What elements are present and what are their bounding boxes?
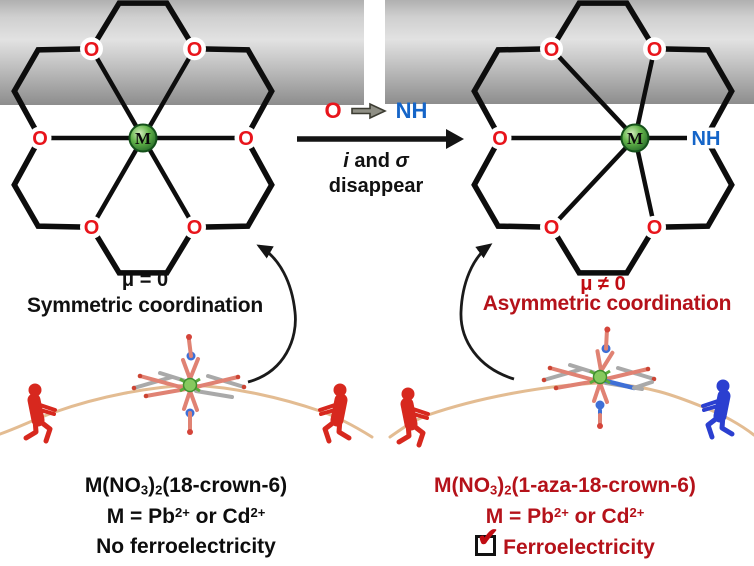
- left-mu-label: μ = 0: [121, 269, 169, 291]
- atom-label: NH: [692, 128, 721, 150]
- callout-arrow-right: [459, 243, 515, 381]
- coordination-bond: [549, 47, 637, 140]
- right-verdict: Ferroelectricity: [503, 536, 655, 560]
- atom-label: O: [647, 217, 663, 239]
- metal-label: M: [135, 129, 151, 148]
- right-verdict-line: ✔ Ferroelectricity: [384, 524, 746, 560]
- metal-atom: [620, 123, 650, 153]
- transition-label: O NH: [298, 98, 454, 124]
- checkmark-icon: ✔: [477, 522, 499, 553]
- right-metals: M = Pb2+ or Cd2+: [485, 504, 645, 528]
- stick-figure-red-stage-right: [396, 387, 430, 448]
- stick-figure-red-right-stage-left: [318, 383, 352, 444]
- atom-halo: [28, 126, 52, 150]
- metal-centre: [592, 369, 608, 385]
- stick-figure-red-left-stage-left: [23, 383, 57, 444]
- atom-label: O: [544, 39, 560, 61]
- atom-halo: [643, 37, 666, 61]
- right-crown-caption: Asymmetric coordination: [482, 292, 732, 315]
- checked-checkbox-icon: ✔: [475, 524, 499, 557]
- atom-halo: [540, 37, 563, 61]
- transition-from-label: O: [324, 98, 342, 123]
- left-result-block: M(NO3)2(18-crown-6) M = Pb2+ or Cd2+ No …: [8, 474, 364, 566]
- left-metals: M = Pb2+ or Cd2+: [106, 504, 266, 528]
- callout-arrow-left: [247, 244, 297, 384]
- molecule-complex-right: [541, 326, 657, 429]
- atom-label: O: [84, 217, 100, 239]
- atom-label: O: [187, 217, 203, 239]
- left-formula: M(NO3)2(18-crown-6): [84, 474, 288, 498]
- transition-to-label: NH: [395, 98, 428, 123]
- atom-label: O: [187, 39, 203, 61]
- rope-right: [388, 381, 754, 439]
- stick-figure-blue-stage-right: [701, 379, 735, 440]
- metal-centre: [182, 377, 198, 393]
- right-mu-label: μ ≠ 0: [580, 273, 626, 295]
- transition-note-line1: i and σ: [343, 150, 409, 172]
- transition-note-line2: disappear: [328, 175, 424, 197]
- atom-halo: [488, 126, 512, 150]
- reaction-arrow: [297, 129, 464, 149]
- crown-1-aza-18-crown-6: NH O O O O O M: [471, 0, 735, 276]
- molecule-complex-left: [131, 334, 247, 435]
- stage-left: [0, 0, 364, 105]
- atom-halo: [234, 126, 258, 150]
- atom-halo: [183, 37, 206, 61]
- atom-label: O: [544, 217, 560, 239]
- left-verdict: No ferroelectricity: [96, 535, 276, 559]
- coordination-bond: [632, 137, 657, 228]
- atom-label: O: [647, 39, 663, 61]
- atom-halo: [80, 215, 103, 239]
- coordination-bond: [89, 47, 145, 140]
- atom-label: O: [238, 128, 254, 150]
- atom-label: O: [84, 39, 100, 61]
- right-formula: M(NO3)2(1-aza-18-crown-6): [434, 474, 696, 498]
- metal-atom: [128, 123, 158, 153]
- crown-18-crown-6: O O O O O O M: [11, 0, 275, 276]
- right-result-block: M(NO3)2(1-aza-18-crown-6) M = Pb2+ or Cd…: [384, 474, 746, 566]
- atom-halo: [183, 215, 206, 239]
- left-crown-caption: Symmetric coordination: [27, 294, 263, 317]
- atom-halo: [643, 215, 666, 239]
- atom-halo: [540, 215, 563, 239]
- coordination-bond: [632, 48, 657, 139]
- coordination-bond: [141, 136, 197, 229]
- metal-label: M: [627, 129, 643, 148]
- atom-label: O: [492, 128, 508, 150]
- coordination-bond: [549, 136, 637, 229]
- atom-label: O: [32, 128, 48, 150]
- coordination-bond: [89, 136, 145, 229]
- coordination-bond: [141, 47, 197, 140]
- atom-halo: [80, 37, 103, 61]
- atom-halo: [687, 127, 725, 149]
- arrow-right-icon: [350, 102, 387, 120]
